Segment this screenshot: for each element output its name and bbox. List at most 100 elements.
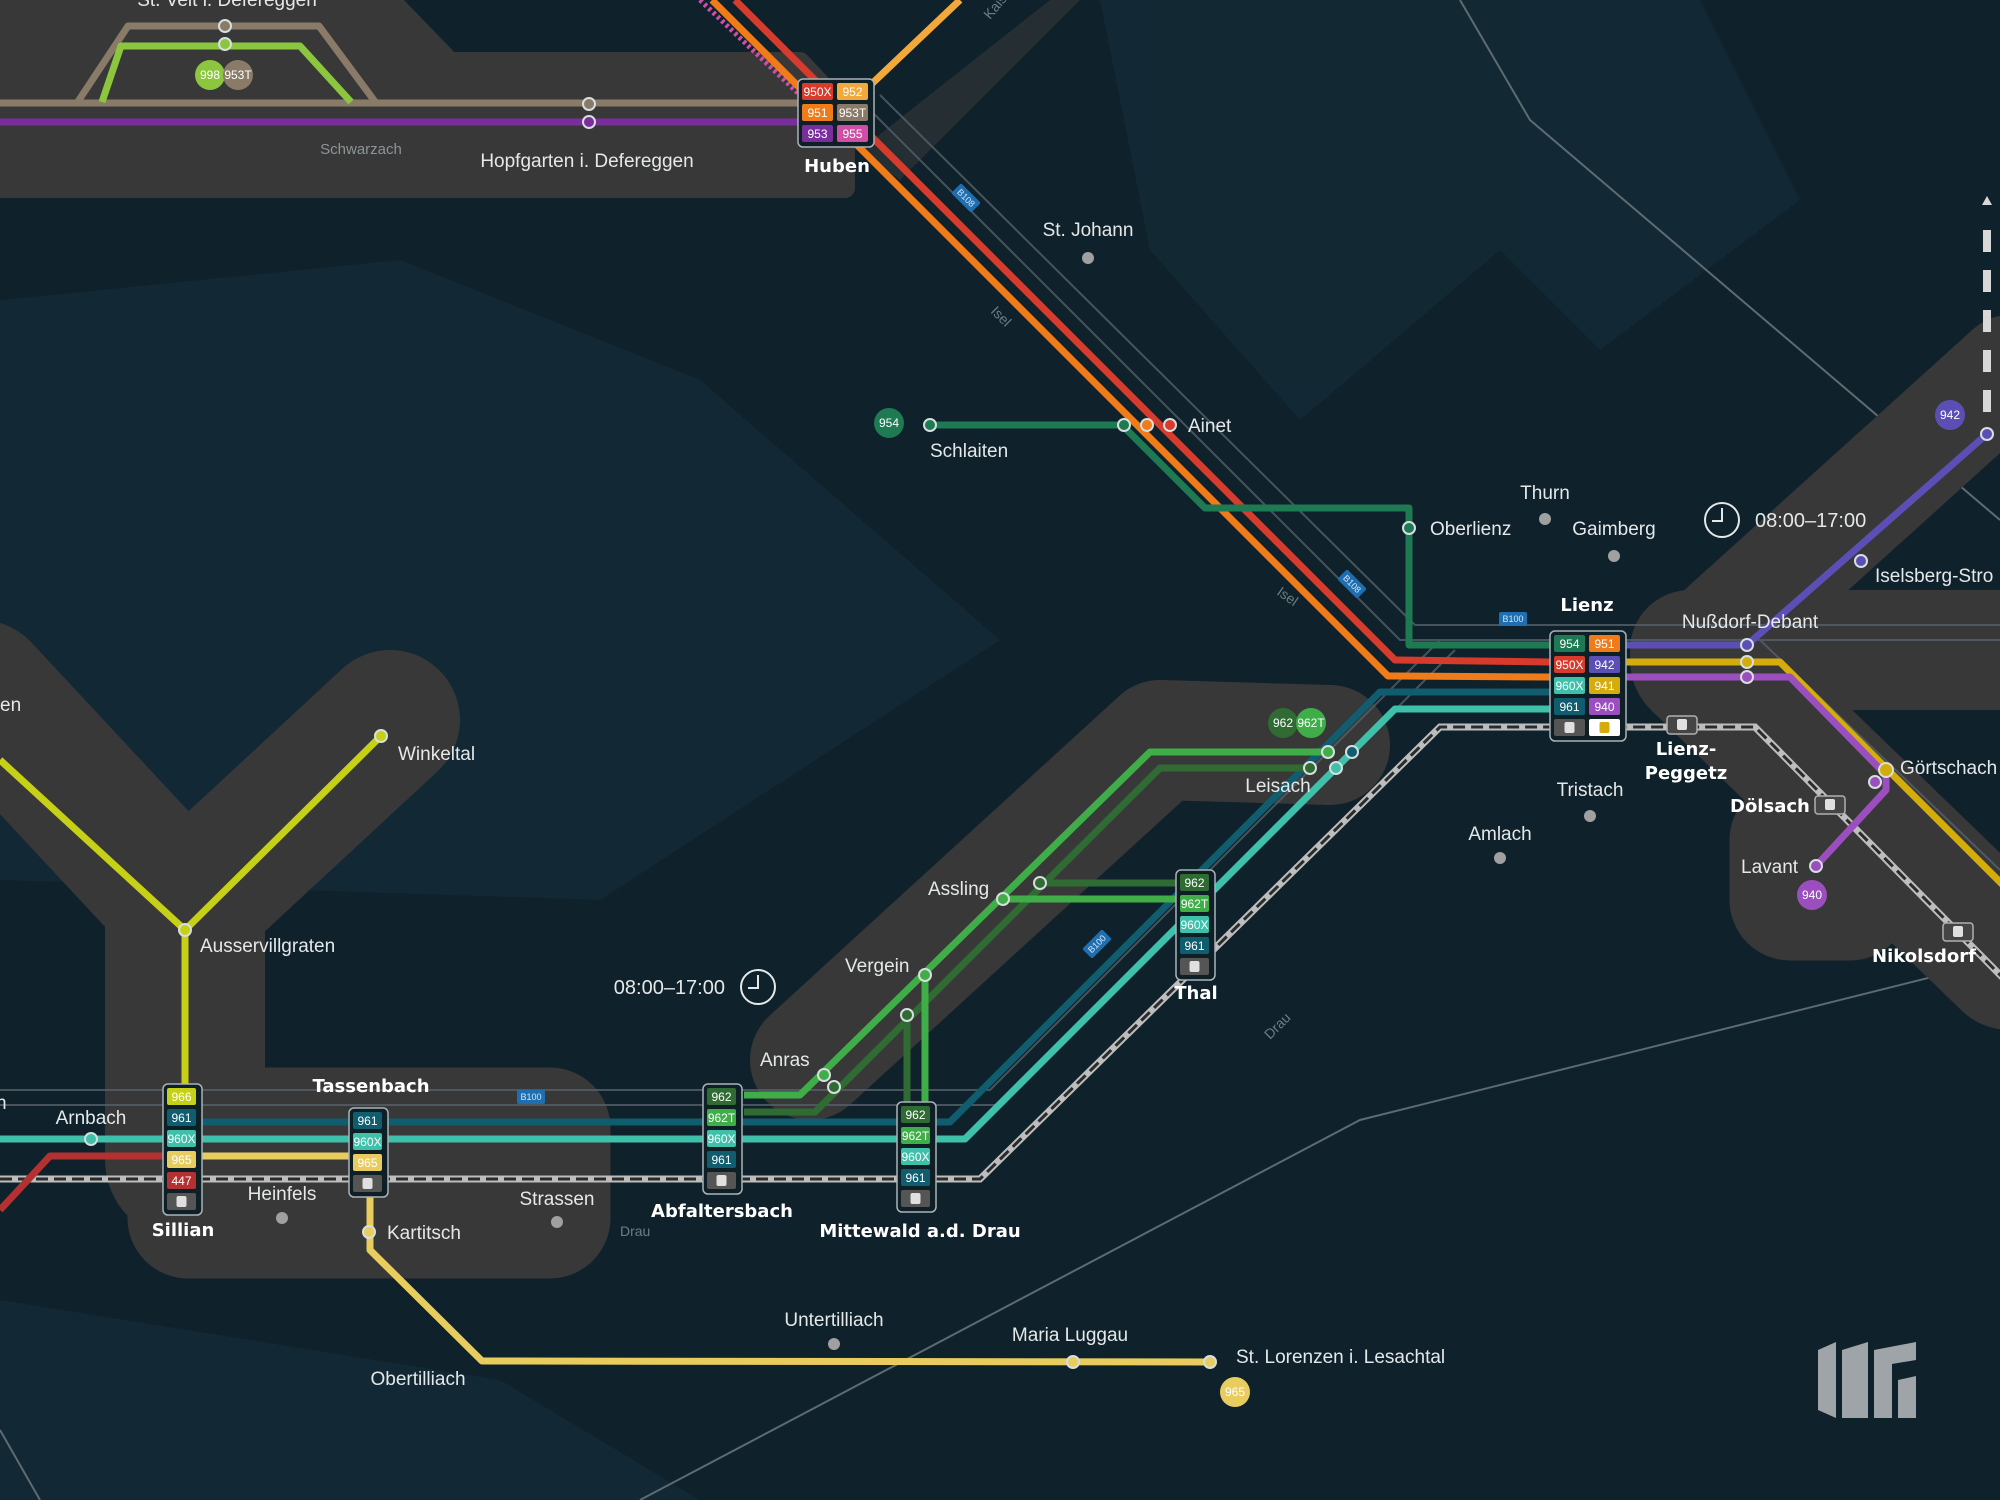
station-ainet[interactable]: Ainet [1188,416,1232,437]
route-badge-950X[interactable]: 950X [802,83,833,100]
route-marker-962[interactable]: 962 [1268,708,1298,738]
station-arnbach[interactable]: Arnbach [56,1108,127,1129]
station-schlaiten[interactable]: Schlaiten [930,441,1008,462]
route-marker-953T[interactable]: 953T [223,60,253,90]
route-badge-941[interactable]: 941 [1589,677,1620,694]
route-badge-960X[interactable]: 960X [353,1133,382,1150]
station-assling[interactable]: Assling [928,879,989,900]
station-doelsach[interactable]: Dölsach [1730,796,1810,817]
station-strassen[interactable]: Strassen [520,1189,595,1210]
station-st-johann[interactable]: St. Johann [1043,220,1134,241]
logo [1818,1342,1916,1418]
station-schwarzach[interactable]: Schwarzach [320,141,402,158]
route-marker-940[interactable]: 940 [1797,880,1827,910]
station-iselsberg[interactable]: Iselsberg-Stro [1875,566,1993,587]
station-heinfels[interactable]: Heinfels [248,1184,317,1205]
route-badge-961[interactable]: 961 [353,1112,382,1129]
route-badge-951[interactable]: 951 [802,104,833,121]
station-st-veit[interactable]: St. Veit i. Defereggen [137,0,317,11]
route-badge-961[interactable]: 961 [901,1169,930,1186]
route-badge-952[interactable]: 952 [837,83,868,100]
route-marker-962T[interactable]: 962T [1296,708,1326,738]
route-marker-998[interactable]: 998 [195,60,225,90]
route-badge-942[interactable]: 942 [1589,656,1620,673]
route-badge-950X[interactable]: 950X [1554,656,1585,673]
station-nikolsdorf[interactable]: Nikolsdorf [1872,946,1976,967]
station-st-lorenzen[interactable]: St. Lorenzen i. Lesachtal [1236,1347,1445,1368]
hub-tassenbach[interactable]: 961 960X 965 Tassenbach [312,1076,430,1198]
hub-huben[interactable]: 950X 952 951 953T 953 955 Huben [797,78,875,177]
station-ausservillgraten[interactable]: Ausservillgraten [200,936,335,957]
route-badge-962[interactable]: 962 [707,1088,736,1105]
route-badge-954[interactable]: 954 [1554,635,1585,652]
station-thurn[interactable]: Thurn [1520,483,1570,504]
rail-icon[interactable] [1814,795,1846,815]
route-badge-961[interactable]: 961 [1180,937,1209,954]
hub-sillian[interactable]: 966 961 960X 965 447 Sillian [152,1083,215,1241]
route-badge-label: 953T [839,106,867,120]
station-hopfgarten[interactable]: Hopfgarten i. Defereggen [480,151,693,172]
route-badge-962[interactable]: 962 [1180,874,1209,891]
station-oberlienz[interactable]: Oberlienz [1430,519,1511,540]
route-marker-label: 962 [1273,716,1293,730]
route-badge-962T[interactable]: 962T [1180,895,1209,912]
route-badge-962[interactable]: 962 [901,1106,930,1123]
terrain-shading [0,0,1800,1500]
route-badge-960X[interactable]: 960X [707,1130,736,1147]
station-maria-luggau[interactable]: Maria Luggau [1012,1325,1128,1346]
station-amlach[interactable]: Amlach [1468,824,1531,845]
route-badge-966[interactable]: 966 [167,1088,196,1105]
rail-icon[interactable] [1942,922,1974,942]
hub-abfaltersbach[interactable]: 962 962T 960X 961 Abfaltersbach [651,1083,793,1222]
route-badge-960X[interactable]: 960X [901,1148,930,1165]
route-badge-label: 954 [1559,637,1579,651]
route-badge-955[interactable]: 955 [837,125,868,142]
rail-icon [353,1175,382,1192]
station-obertilliach[interactable]: Obertilliach [370,1369,465,1390]
route-badge-447[interactable]: 447 [167,1172,196,1189]
route-badge-label: 955 [842,127,862,141]
route-badge-965[interactable]: 965 [353,1154,382,1171]
rail-icon[interactable] [1666,715,1698,735]
route-badge-960X[interactable]: 960X [167,1130,196,1147]
route-badge-961[interactable]: 961 [1554,698,1585,715]
station-anras[interactable]: Anras [760,1050,810,1071]
route-954-line [930,421,1550,649]
rail-icon [901,1190,930,1207]
route-badge-953T[interactable]: 953T [837,104,868,121]
route-badge-960X[interactable]: 960X [1180,916,1209,933]
station-lienz-peggetz-2[interactable]: Peggetz [1645,763,1727,784]
route-marker-965[interactable]: 965 [1220,1377,1250,1407]
hub-box [348,1107,389,1198]
hub-label: Huben [804,156,870,177]
route-badge-961[interactable]: 961 [167,1109,196,1126]
station-winkeltal[interactable]: Winkeltal [398,744,475,765]
hub-mittewald-a-d-drau[interactable]: 962 962T 960X 961 Mittewald a.d. Drau [819,1101,1021,1242]
station-lienz-peggetz-1[interactable]: Lienz- [1656,739,1717,760]
route-marker-942[interactable]: 942 [1935,400,1965,430]
route-badge-962T[interactable]: 962T [901,1127,930,1144]
route-marker-954[interactable]: 954 [874,408,904,438]
station-goertschach[interactable]: Görtschach [1900,758,1997,779]
route-badge-962T[interactable]: 962T [707,1109,736,1126]
hub-lienz[interactable]: 954 951 950X 942 960X 941 961 940 Lienz [1549,595,1627,742]
rail-icon [167,1193,196,1210]
route-badge-940[interactable]: 940 [1589,698,1620,715]
route-badge-961[interactable]: 961 [707,1151,736,1168]
station-nussdorf-debant[interactable]: Nußdorf-Debant [1682,612,1819,633]
station-untertilliach[interactable]: Untertilliach [784,1310,883,1331]
station-leisach[interactable]: Leisach [1245,776,1311,797]
station-kartitsch[interactable]: Kartitsch [387,1223,461,1244]
station-lavant[interactable]: Lavant [1741,857,1799,878]
station-vergein[interactable]: Vergein [845,956,909,977]
route-badge-960X[interactable]: 960X [1554,677,1585,694]
route-badge-label: 961 [711,1153,731,1167]
station-tristach[interactable]: Tristach [1557,780,1624,801]
rail-icon [1180,958,1209,975]
hub-thal[interactable]: 962 962T 960X 961 Thal [1174,869,1218,1004]
route-badge-951[interactable]: 951 [1589,635,1620,652]
station-gaimberg[interactable]: Gaimberg [1572,519,1655,540]
route-badge-965[interactable]: 965 [167,1151,196,1168]
route-badge-953[interactable]: 953 [802,125,833,142]
